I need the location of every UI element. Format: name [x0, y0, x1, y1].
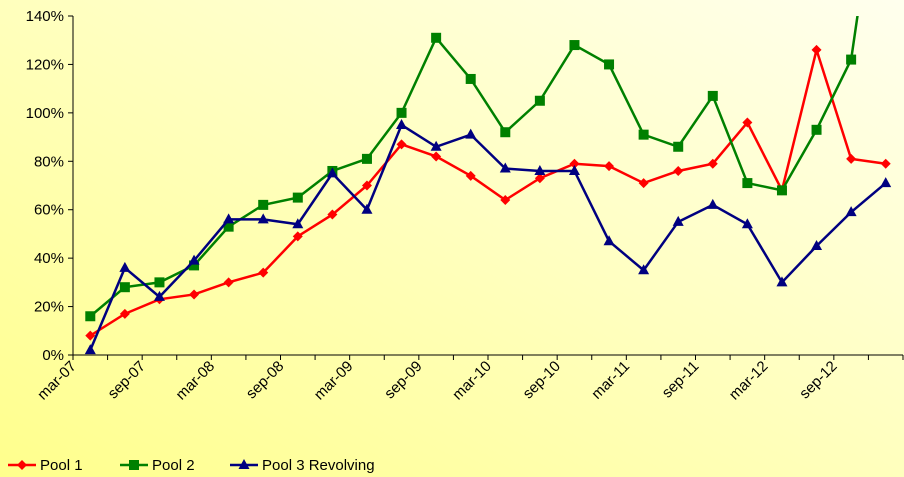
- y-tick-label: 40%: [34, 250, 64, 267]
- point: [129, 460, 139, 470]
- y-tick-label: 0%: [42, 347, 64, 364]
- point: [534, 164, 546, 175]
- legend-label: Pool 2: [152, 457, 195, 474]
- point: [880, 158, 891, 169]
- point: [672, 215, 684, 226]
- point: [569, 40, 580, 51]
- point: [465, 170, 476, 181]
- point: [292, 192, 303, 203]
- point: [534, 173, 545, 184]
- point: [119, 261, 131, 272]
- point: [846, 153, 857, 164]
- point: [189, 289, 200, 300]
- y-tick-label: 60%: [34, 202, 64, 219]
- point: [188, 254, 200, 265]
- point: [811, 44, 822, 55]
- point: [742, 117, 753, 128]
- y-tick-label: 120%: [26, 56, 64, 73]
- point: [153, 290, 165, 301]
- point: [846, 54, 857, 65]
- point: [880, 177, 892, 188]
- point: [396, 118, 408, 129]
- point: [292, 231, 303, 242]
- point: [673, 165, 684, 176]
- point: [154, 277, 165, 288]
- point: [238, 459, 250, 469]
- point: [534, 95, 545, 106]
- point: [431, 32, 442, 43]
- point: [119, 282, 130, 293]
- point: [258, 267, 269, 278]
- legend-label: Pool 3 Revolving: [262, 457, 375, 474]
- point: [361, 180, 372, 191]
- point: [189, 260, 200, 271]
- legend-label: Pool 1: [40, 457, 83, 474]
- point: [258, 199, 269, 210]
- point: [569, 158, 580, 169]
- line: [89, 16, 859, 318]
- point: [707, 90, 718, 101]
- point: [396, 139, 407, 150]
- point: [430, 140, 442, 151]
- point: [811, 240, 823, 251]
- point: [431, 151, 442, 162]
- point: [257, 213, 269, 224]
- point: [776, 185, 787, 196]
- point: [673, 141, 684, 152]
- point: [396, 107, 407, 118]
- point: [85, 311, 96, 322]
- point: [465, 73, 476, 84]
- point: [500, 127, 511, 138]
- point: [707, 158, 718, 169]
- point: [119, 308, 130, 319]
- point: [811, 124, 822, 135]
- line: [89, 45, 886, 337]
- point: [500, 195, 511, 206]
- point: [604, 161, 615, 172]
- point: [326, 167, 338, 178]
- point: [465, 128, 477, 139]
- point: [327, 209, 338, 220]
- plot-area: [84, 16, 892, 355]
- line: [89, 123, 887, 351]
- point: [499, 162, 511, 173]
- point: [84, 344, 96, 355]
- y-tick-label: 100%: [26, 105, 64, 122]
- y-tick-label: 80%: [34, 153, 64, 170]
- point: [604, 59, 615, 70]
- point: [568, 164, 580, 175]
- point: [223, 213, 235, 224]
- point: [742, 178, 753, 189]
- point: [741, 218, 753, 229]
- point: [603, 235, 615, 246]
- point: [17, 460, 27, 470]
- point: [845, 206, 857, 217]
- point: [361, 203, 373, 214]
- y-tick-label: 20%: [34, 299, 64, 316]
- point: [223, 277, 234, 288]
- y-tick-label: 140%: [26, 8, 64, 25]
- point: [292, 218, 304, 229]
- point: [361, 153, 372, 164]
- point: [85, 330, 96, 341]
- point: [638, 178, 649, 189]
- point: [776, 276, 788, 287]
- point: [707, 198, 719, 209]
- point: [638, 264, 650, 275]
- point: [638, 129, 649, 140]
- point: [223, 221, 234, 232]
